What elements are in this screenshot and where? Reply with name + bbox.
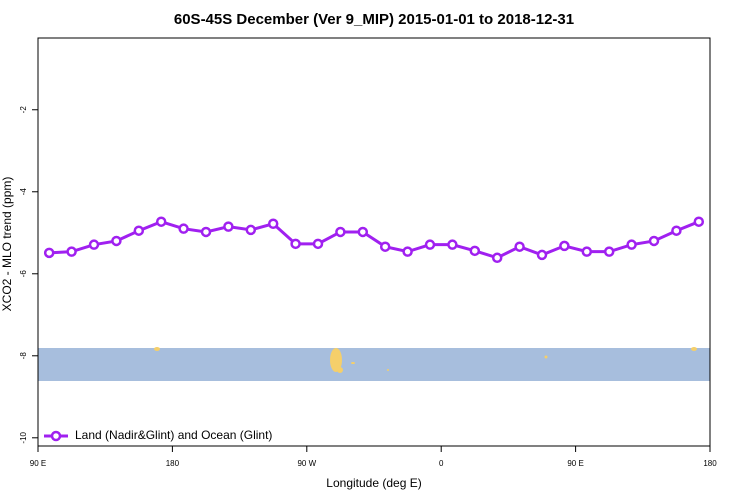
x-tick-label: 90 E — [30, 459, 46, 468]
land-shape — [351, 362, 355, 364]
data-point — [290, 238, 301, 250]
x-tick-label: 180 — [703, 459, 717, 468]
data-point — [357, 226, 369, 238]
data-point — [379, 241, 391, 252]
plot-frame — [37, 37, 711, 447]
data-point — [223, 221, 234, 232]
y-tick-label: -4 — [19, 188, 28, 196]
data-point — [671, 225, 682, 236]
y-tick-label: -10 — [19, 431, 28, 443]
data-point — [469, 245, 481, 257]
legend-marker — [50, 430, 62, 442]
data-line — [49, 220, 700, 260]
chart-title: 60S-45S December (Ver 9_MIP) 2015-01-01 … — [174, 11, 574, 28]
data-point — [245, 224, 257, 236]
x-tick-label: 180 — [166, 459, 180, 468]
data-point — [402, 246, 413, 257]
data-point — [447, 239, 458, 250]
data-point — [200, 226, 212, 238]
y-axis-label: XCO2 - MLO trend (ppm) — [0, 177, 14, 312]
data-point — [312, 238, 324, 250]
legend-label: Land (Nadir&Glint) and Ocean (Glint) — [75, 428, 272, 442]
data-point — [559, 240, 570, 252]
land-shape — [330, 348, 342, 372]
land-shape — [154, 347, 160, 351]
data-point — [514, 241, 525, 252]
y-tick-label: -8 — [19, 352, 28, 360]
map-strip — [38, 348, 710, 381]
data-point — [43, 247, 55, 259]
data-point — [693, 216, 705, 227]
y-tick-label: -2 — [19, 106, 28, 114]
data-point — [648, 235, 660, 247]
land-shape — [691, 347, 697, 351]
x-tick-label: 90 E — [567, 459, 583, 468]
data-point — [424, 239, 436, 250]
x-tick-label: 0 — [439, 459, 444, 468]
land-shape — [337, 367, 343, 373]
data-point — [491, 252, 503, 264]
data-point — [581, 246, 593, 257]
data-point — [536, 249, 548, 261]
y-tick-label: -6 — [19, 270, 28, 278]
data-point — [178, 223, 189, 234]
data-point — [335, 226, 346, 238]
data-point — [111, 235, 122, 247]
land-shape — [387, 369, 389, 371]
data-point — [155, 216, 167, 227]
x-tick-label: 90 W — [297, 459, 316, 468]
x-axis-label: Longitude (deg E) — [326, 476, 421, 490]
land-shape — [544, 355, 548, 359]
data-point — [88, 239, 100, 250]
data-point — [603, 246, 615, 257]
data-point — [267, 218, 279, 230]
data-point — [626, 239, 637, 250]
data-point — [133, 225, 145, 236]
data-point — [66, 246, 77, 257]
